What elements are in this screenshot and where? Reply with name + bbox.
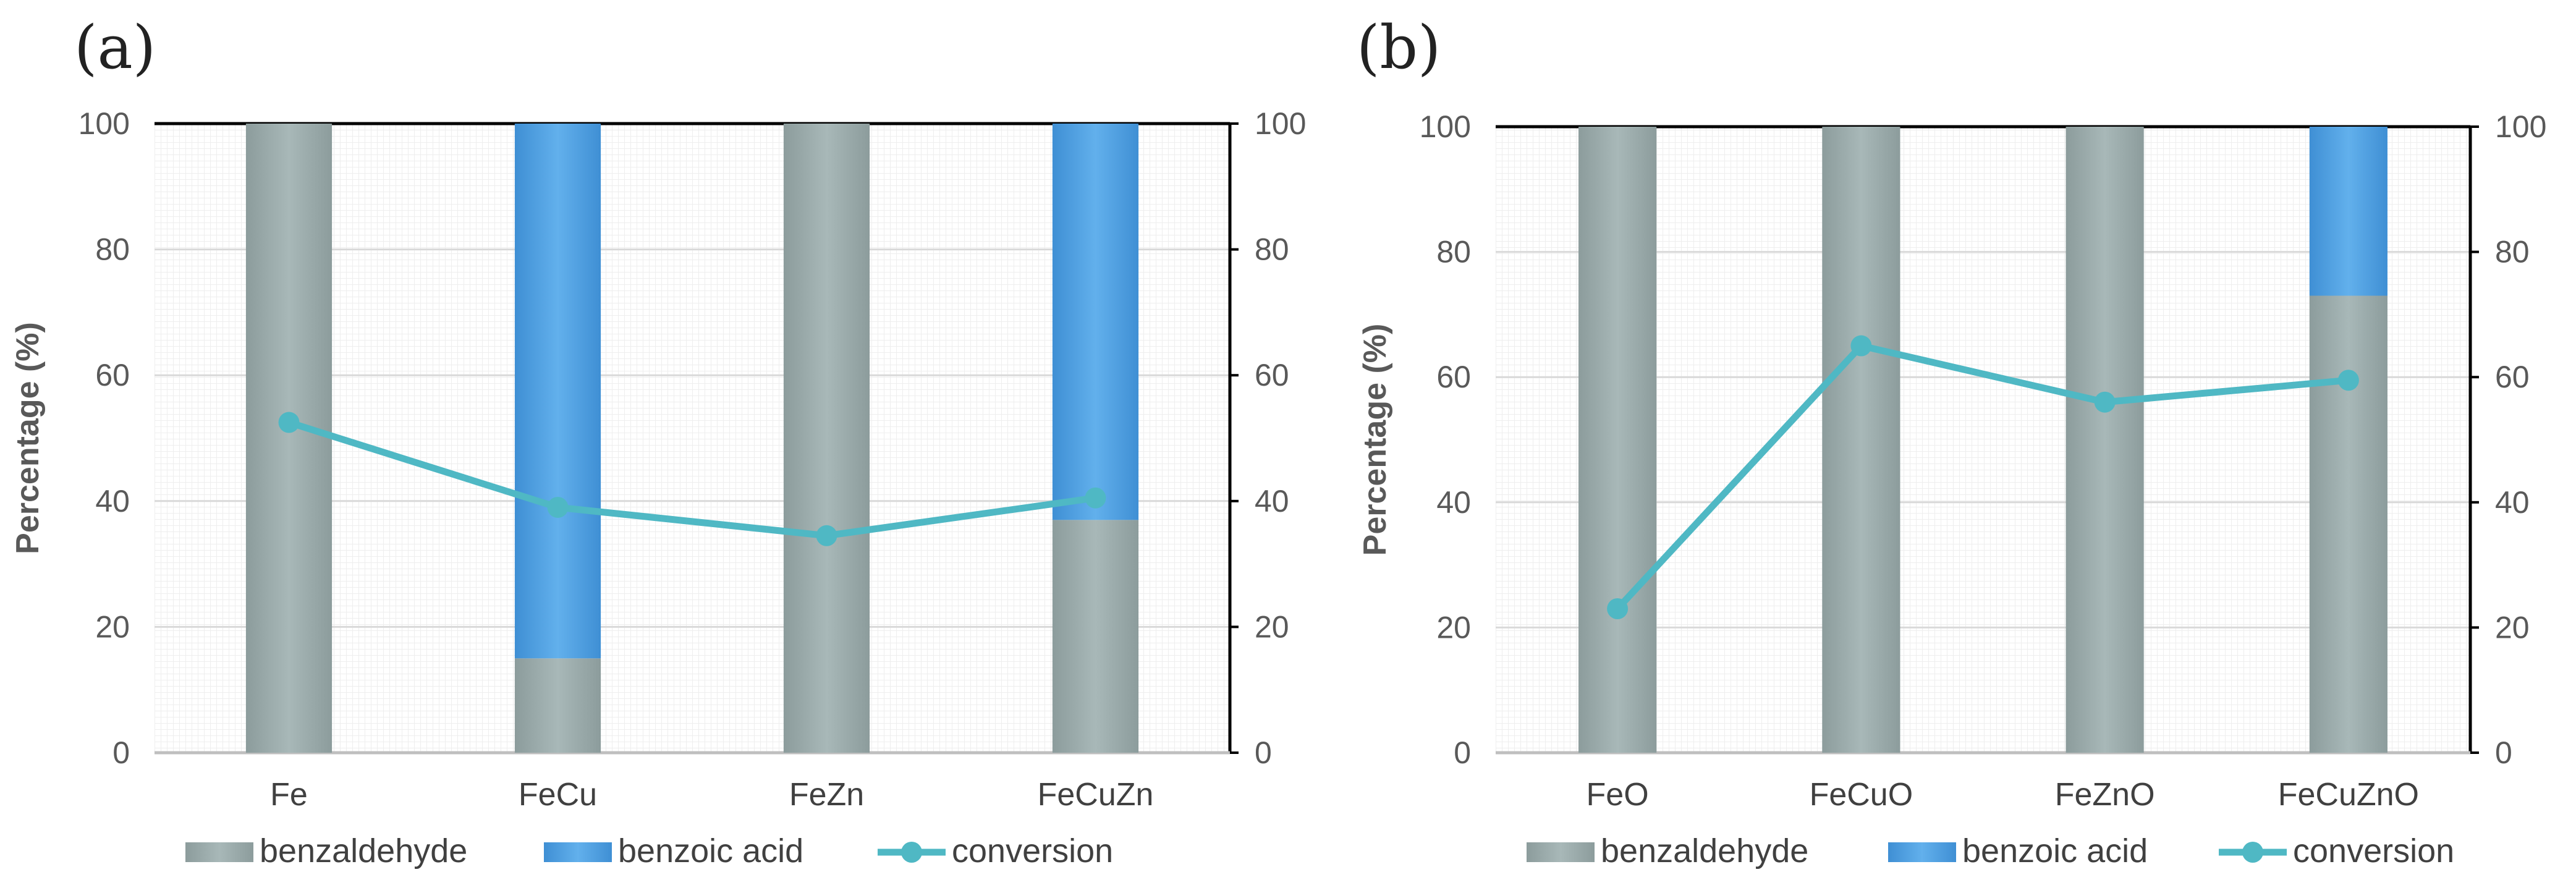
bar-benzaldehyde xyxy=(245,124,333,753)
y2-tick-label: 80 xyxy=(1255,232,1289,267)
x-tick-label: FeCu xyxy=(519,777,597,813)
y-tick-label: 40 xyxy=(1436,485,1471,520)
legend-label: conversion xyxy=(2293,832,2454,870)
bar-benzaldehyde xyxy=(514,658,601,753)
conversion-point xyxy=(1607,598,1629,620)
y-tick-label: 0 xyxy=(1454,735,1471,770)
conversion-point xyxy=(547,496,569,518)
x-tick-label: FeO xyxy=(1587,777,1649,813)
legend-swatch-benzaldehyde xyxy=(185,842,253,862)
conversion-line xyxy=(287,419,1096,540)
y2-tick-label: 0 xyxy=(2495,735,2512,770)
y2-tick-label: 60 xyxy=(1255,358,1289,392)
y2-tick-label: 80 xyxy=(2495,235,2530,269)
legend-swatch-benzaldehyde xyxy=(1527,842,1595,862)
legend-label: benzoic acid xyxy=(1962,832,2148,870)
conversion-point xyxy=(2337,370,2359,391)
y2-tick-label: 20 xyxy=(2495,610,2530,645)
conversion-line xyxy=(1615,342,2349,611)
bar-benzoic-acid xyxy=(1052,124,1139,520)
legend-marker-conversion xyxy=(2242,842,2263,863)
y-tick-label: 80 xyxy=(1436,235,1471,269)
conversion-point xyxy=(816,525,837,546)
legend-marker-conversion xyxy=(901,842,922,863)
legend-swatch-benzoic-acid xyxy=(1888,842,1956,862)
y2-tick-label: 60 xyxy=(2495,360,2530,394)
y-tick-label: 100 xyxy=(1420,109,1471,144)
chart-panel-a: (a) 0 0 20 20 40 40 60 60 80 80 100 100 Percentage (%… xyxy=(10,13,1306,870)
y2-tick-label: 40 xyxy=(2495,485,2530,520)
chart-panel-b: (b) 0 0 20 20 40 40 60 60 80 80 100 100 Percentage (%… xyxy=(1357,13,2546,870)
legend-label: conversion xyxy=(952,832,1113,870)
legend-label: benzoic acid xyxy=(618,832,803,870)
y-axis-label: Percentage (%) xyxy=(1357,324,1393,556)
y-tick-label: 20 xyxy=(95,609,130,644)
y-tick-label: 60 xyxy=(95,358,130,392)
legend-label: benzaldehyde xyxy=(260,832,467,870)
y-tick-label: 20 xyxy=(1436,610,1471,645)
x-tick-label: FeCuZnO xyxy=(2278,777,2419,813)
x-tick-label: FeZn xyxy=(789,777,864,813)
y-tick-label: 100 xyxy=(78,106,130,141)
conversion-point xyxy=(278,412,300,433)
x-tick-label: Fe xyxy=(270,777,308,813)
bar-benzaldehyde xyxy=(1052,520,1139,753)
bar-benzaldehyde xyxy=(1822,127,1900,753)
y-tick-label: 80 xyxy=(95,232,130,267)
minor-grid xyxy=(1496,127,2470,753)
panel-label-a: (a) xyxy=(74,13,156,82)
x-tick-label: FeCuZn xyxy=(1038,777,1154,813)
panel-label-b: (b) xyxy=(1357,13,1441,82)
bar-benzaldehyde xyxy=(2309,295,2387,753)
x-tick-label: FeCuO xyxy=(1810,777,1913,813)
y-tick-label: 60 xyxy=(1436,360,1471,394)
bar-benzaldehyde xyxy=(2065,127,2144,753)
legend-swatch-benzoic-acid xyxy=(544,842,612,862)
y2-tick-label: 100 xyxy=(1255,106,1306,141)
bar-benzaldehyde xyxy=(1578,127,1657,753)
bar-benzoic-acid xyxy=(514,124,601,659)
y2-tick-label: 100 xyxy=(2495,109,2546,144)
conversion-point xyxy=(1850,335,1872,357)
bar-benzaldehyde xyxy=(783,124,870,753)
bar-benzoic-acid xyxy=(2309,127,2387,296)
y-tick-label: 0 xyxy=(112,735,130,770)
y-tick-label: 40 xyxy=(95,484,130,518)
y-axis-label: Percentage (%) xyxy=(10,322,46,554)
x-tick-label: FeZnO xyxy=(2055,777,2155,813)
y2-tick-label: 20 xyxy=(1255,609,1289,644)
conversion-point xyxy=(1085,487,1106,509)
legend-label: benzaldehyde xyxy=(1601,832,1808,870)
y2-tick-label: 40 xyxy=(1255,484,1289,518)
y2-tick-label: 0 xyxy=(1255,735,1272,770)
conversion-point xyxy=(2094,391,2116,413)
